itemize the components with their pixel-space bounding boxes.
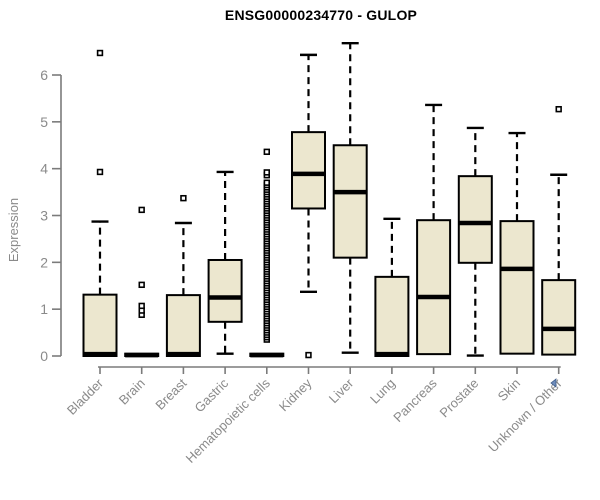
y-tick-label: 4 — [40, 161, 48, 177]
box-liver — [332, 144, 368, 259]
box-gastric — [207, 258, 243, 323]
box-unknown-other — [541, 279, 577, 356]
y-tick-label: 0 — [40, 348, 48, 364]
box-skin — [499, 220, 535, 355]
box-pancreas — [416, 219, 452, 356]
outlier-point-brain — [138, 206, 145, 214]
outlier-point-bladder — [96, 49, 104, 57]
outlier-point-unknown-other — [555, 105, 562, 113]
outlier-point-bladder — [96, 168, 104, 176]
category-label-brain: Brain — [116, 376, 148, 408]
box-bladder — [82, 293, 118, 358]
outlier-point-hematopoietic-cells — [263, 179, 270, 186]
category-label-lung: Lung — [367, 376, 398, 407]
outlier-point-kidney — [305, 351, 312, 359]
box-breast — [165, 294, 201, 357]
box-kidney — [291, 131, 326, 210]
box-lung — [374, 275, 410, 357]
outlier-point-brain — [138, 281, 145, 289]
y-tick-label: 3 — [40, 208, 48, 224]
outlier-point-hematopoietic-cells — [263, 148, 270, 156]
category-label-kidney: Kidney — [276, 375, 315, 414]
box-prostate — [457, 175, 493, 264]
outlier-point-breast — [180, 194, 187, 202]
mouse-cursor — [550, 378, 557, 388]
y-tick-label: 6 — [40, 67, 48, 83]
category-label-gastric: Gastric — [192, 375, 232, 415]
chart-title: ENSG00000234770 - GULOP — [224, 7, 418, 23]
category-label-liver: Liver — [326, 375, 357, 406]
category-label-pancreas: Pancreas — [390, 375, 440, 425]
y-tick-label: 2 — [40, 254, 48, 270]
y-tick-label: 1 — [40, 301, 48, 317]
y-tick-label: 5 — [40, 114, 48, 130]
category-label-prostate: Prostate — [437, 376, 482, 421]
category-label-bladder: Bladder — [64, 375, 107, 418]
category-label-unknown-other: Unknown / Other — [485, 375, 565, 455]
outlier-point-hematopoietic-cells — [263, 169, 270, 176]
category-label-skin: Skin — [495, 376, 523, 404]
outlier-point-brain — [138, 302, 145, 310]
category-label-breast: Breast — [152, 375, 189, 412]
